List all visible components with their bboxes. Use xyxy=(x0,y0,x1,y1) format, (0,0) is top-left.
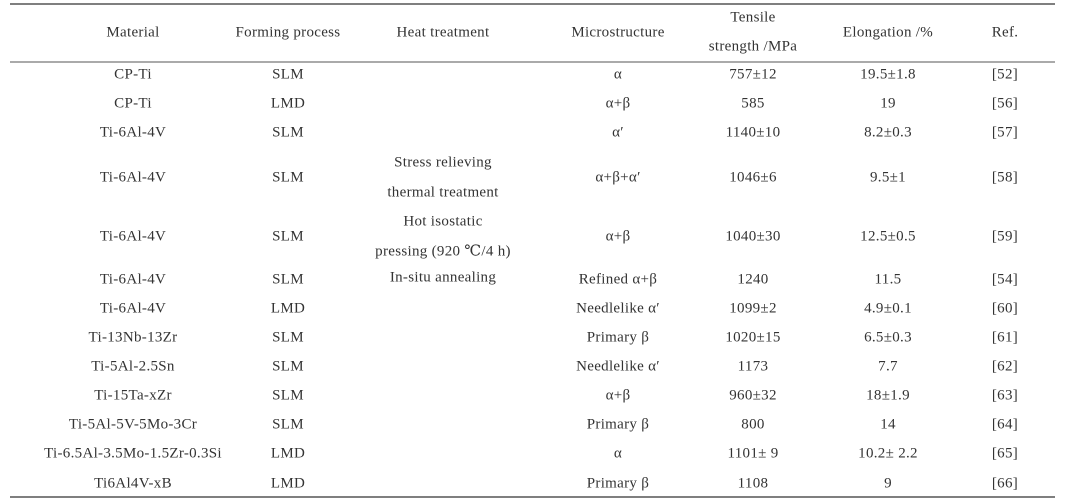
cell-microstructure: α xyxy=(614,445,622,461)
cell-microstructure: Needlelike α′ xyxy=(576,358,660,374)
cell-heat-treatment: Hot isostatic xyxy=(403,213,482,229)
cell-tensile: 1101± 9 xyxy=(727,445,778,461)
cell-material: CP-Ti xyxy=(114,66,152,82)
cell-process: SLM xyxy=(272,387,304,403)
cell-microstructure: α′ xyxy=(612,124,624,140)
cell-heat-treatment: Stress relieving xyxy=(394,154,492,170)
cell-tensile: 1040±30 xyxy=(725,228,780,244)
cell-process: LMD xyxy=(271,475,305,491)
cell-ref: [54] xyxy=(992,271,1018,287)
cell-microstructure: Primary β xyxy=(587,416,649,432)
cell-elongation: 9 xyxy=(884,475,892,491)
cell-tensile: 800 xyxy=(741,416,764,432)
header-cell: Ref. xyxy=(992,24,1019,40)
cell-process: SLM xyxy=(272,271,304,287)
cell-ref: [56] xyxy=(992,95,1018,111)
cell-microstructure: α xyxy=(614,66,622,82)
cell-process: LMD xyxy=(271,300,305,316)
cell-elongation: 6.5±0.3 xyxy=(864,329,912,345)
cell-elongation: 4.9±0.1 xyxy=(864,300,912,316)
cell-ref: [65] xyxy=(992,445,1018,461)
cell-elongation: 10.2± 2.2 xyxy=(858,445,918,461)
cell-elongation: 18±1.9 xyxy=(866,387,910,403)
cell-microstructure: Primary β xyxy=(587,329,649,345)
cell-microstructure: α+β xyxy=(606,387,631,403)
cell-microstructure: Refined α+β xyxy=(579,271,657,287)
cell-ref: [61] xyxy=(992,329,1018,345)
cell-elongation: 12.5±0.5 xyxy=(860,228,916,244)
cell-microstructure: α+β xyxy=(606,95,631,111)
cell-tensile: 1020±15 xyxy=(725,329,780,345)
cell-material: CP-Ti xyxy=(114,95,152,111)
cell-tensile: 1046±6 xyxy=(729,169,777,185)
cell-tensile: 1240 xyxy=(737,271,768,287)
cell-process: SLM xyxy=(272,169,304,185)
cell-material: Ti6Al4V-xB xyxy=(94,475,172,491)
cell-material: Ti-6.5Al-3.5Mo-1.5Zr-0.3Si xyxy=(44,445,222,461)
cell-microstructure: Primary β xyxy=(587,475,649,491)
cell-material: Ti-6Al-4V xyxy=(100,124,166,140)
cell-ref: [52] xyxy=(992,66,1018,82)
cell-material: Ti-6Al-4V xyxy=(100,169,166,185)
cell-material: Ti-6Al-4V xyxy=(100,300,166,316)
cell-ref: [63] xyxy=(992,387,1018,403)
header-cell: Material xyxy=(106,24,159,40)
cell-ref: [60] xyxy=(992,300,1018,316)
cell-microstructure: α+β+α′ xyxy=(595,169,640,185)
cell-process: SLM xyxy=(272,124,304,140)
cell-elongation: 11.5 xyxy=(875,271,902,287)
cell-ref: [64] xyxy=(992,416,1018,432)
cell-tensile: 585 xyxy=(741,95,764,111)
cell-process: SLM xyxy=(272,416,304,432)
header-cell: Elongation /% xyxy=(843,24,933,40)
cell-tensile: 1173 xyxy=(738,358,769,374)
cell-ref: [66] xyxy=(992,475,1018,491)
cell-process: SLM xyxy=(272,228,304,244)
cell-elongation: 9.5±1 xyxy=(870,169,906,185)
cell-material: Ti-6Al-4V xyxy=(100,271,166,287)
header-cell: strength /MPa xyxy=(709,38,798,54)
cell-microstructure: Needlelike α′ xyxy=(576,300,660,316)
cell-process: SLM xyxy=(272,329,304,345)
cell-tensile: 960±32 xyxy=(729,387,777,403)
cell-process: LMD xyxy=(271,95,305,111)
cell-microstructure: α+β xyxy=(606,228,631,244)
header-cell: Forming process xyxy=(236,24,341,40)
cell-tensile: 1140±10 xyxy=(726,124,781,140)
cell-elongation: 19.5±1.8 xyxy=(860,66,916,82)
cell-material: Ti-6Al-4V xyxy=(100,228,166,244)
cell-material: Ti-15Ta-xZr xyxy=(94,387,172,403)
header-cell: Heat treatment xyxy=(397,24,490,40)
cell-tensile: 1099±2 xyxy=(729,300,777,316)
cell-tensile: 757±12 xyxy=(729,66,777,82)
cell-elongation: 19 xyxy=(880,95,896,111)
cell-process: LMD xyxy=(271,445,305,461)
header-cell: Microstructure xyxy=(571,24,664,40)
cell-heat-treatment: pressing (920 ℃/4 h) xyxy=(375,243,511,259)
cell-ref: [58] xyxy=(992,169,1018,185)
cell-material: Ti-5Al-2.5Sn xyxy=(91,358,175,374)
header-cell: Tensile xyxy=(730,9,775,25)
cell-elongation: 7.7 xyxy=(878,358,898,374)
cell-material: Ti-5Al-5V-5Mo-3Cr xyxy=(69,416,197,432)
cell-elongation: 8.2±0.3 xyxy=(864,124,912,140)
cell-process: SLM xyxy=(272,358,304,374)
cell-heat-treatment: In-situ annealing xyxy=(390,269,497,285)
cell-ref: [59] xyxy=(992,228,1018,244)
cell-tensile: 1108 xyxy=(738,475,769,491)
cell-material: Ti-13Nb-13Zr xyxy=(89,329,178,345)
cell-ref: [62] xyxy=(992,358,1018,374)
cell-heat-treatment: thermal treatment xyxy=(387,184,499,200)
cell-process: SLM xyxy=(272,66,304,82)
cell-ref: [57] xyxy=(992,124,1018,140)
cell-elongation: 14 xyxy=(880,416,896,432)
